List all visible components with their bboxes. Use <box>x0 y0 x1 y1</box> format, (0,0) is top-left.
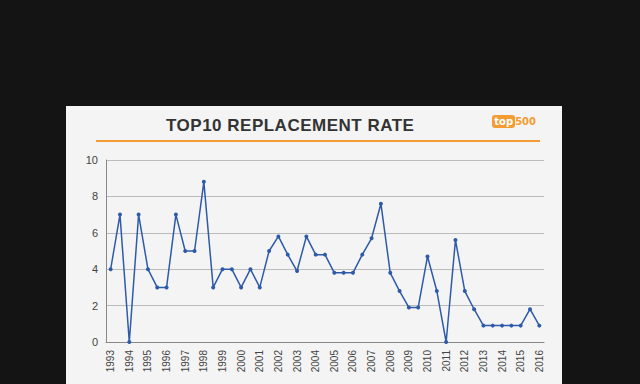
svg-text:10: 10 <box>86 154 98 166</box>
svg-text:2004: 2004 <box>310 350 321 373</box>
svg-text:0: 0 <box>92 336 98 348</box>
svg-text:6: 6 <box>92 227 98 239</box>
svg-text:2007: 2007 <box>366 350 377 373</box>
svg-text:1994: 1994 <box>124 350 135 373</box>
svg-text:2003: 2003 <box>292 350 303 373</box>
svg-text:2013: 2013 <box>478 350 489 373</box>
svg-text:1997: 1997 <box>180 350 191 373</box>
svg-text:2011: 2011 <box>441 350 452 372</box>
svg-text:2015: 2015 <box>515 350 526 373</box>
html-text:TOP10 REPLACEMENT RATE: TOP10 REPLACEMENT RATE <box>166 116 415 135</box>
svg-text:2010: 2010 <box>422 350 433 373</box>
svg-text:1998: 1998 <box>198 350 209 373</box>
html-text:top 500: top 500 <box>494 116 536 127</box>
svg-text:1995: 1995 <box>142 350 153 373</box>
svg-text:2016: 2016 <box>534 350 545 373</box>
svg-text:2: 2 <box>92 300 98 312</box>
svg-text:2014: 2014 <box>497 350 508 373</box>
svg-text:2000: 2000 <box>236 350 247 373</box>
svg-text:1993: 1993 <box>105 350 116 373</box>
svg-text:2006: 2006 <box>347 350 358 373</box>
svg-text:2009: 2009 <box>403 350 414 373</box>
svg-text:1996: 1996 <box>161 350 172 373</box>
svg-text:4: 4 <box>92 263 98 275</box>
svg-text:2012: 2012 <box>459 350 470 373</box>
svg-text:2005: 2005 <box>329 350 340 373</box>
svg-text:8: 8 <box>92 190 98 202</box>
svg-text:2002: 2002 <box>273 350 284 373</box>
svg-text:2001: 2001 <box>254 350 265 373</box>
svg-text:1999: 1999 <box>217 350 228 373</box>
svg-text:2008: 2008 <box>385 350 396 373</box>
